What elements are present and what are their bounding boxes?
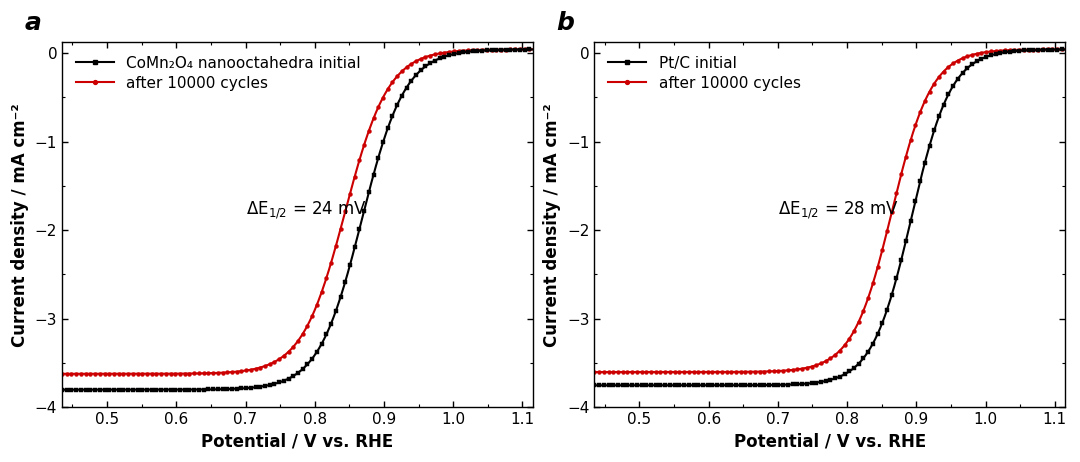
X-axis label: Potential / V vs. RHE: Potential / V vs. RHE <box>733 433 926 451</box>
Text: $\Delta$E$_{1/2}$ = 28 mV: $\Delta$E$_{1/2}$ = 28 mV <box>778 199 899 221</box>
Text: a: a <box>25 11 41 35</box>
Text: b: b <box>556 11 575 35</box>
Y-axis label: Current density / mA cm⁻²: Current density / mA cm⁻² <box>11 103 29 346</box>
Text: $\Delta$E$_{1/2}$ = 24 mV: $\Delta$E$_{1/2}$ = 24 mV <box>245 199 367 221</box>
X-axis label: Potential / V vs. RHE: Potential / V vs. RHE <box>201 433 393 451</box>
Y-axis label: Current density / mA cm⁻²: Current density / mA cm⁻² <box>543 103 562 346</box>
Legend: CoMn₂O₄ nanooctahedra initial, after 10000 cycles: CoMn₂O₄ nanooctahedra initial, after 100… <box>70 50 367 97</box>
Legend: Pt/C initial, after 10000 cycles: Pt/C initial, after 10000 cycles <box>602 50 807 97</box>
